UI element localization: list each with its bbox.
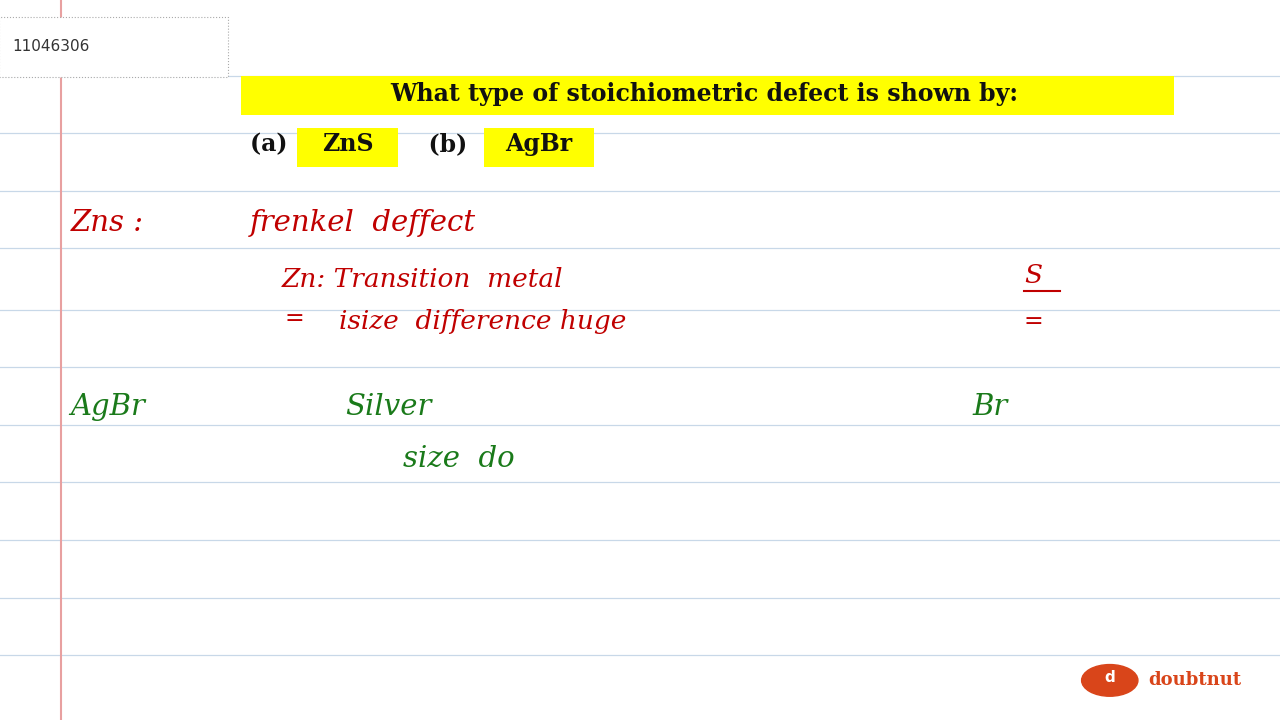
Text: AgBr: AgBr bbox=[70, 393, 145, 420]
Text: =: = bbox=[284, 307, 303, 330]
FancyBboxPatch shape bbox=[297, 128, 398, 167]
Text: Zns :: Zns : bbox=[70, 210, 143, 237]
Text: ZnS: ZnS bbox=[323, 132, 374, 156]
Text: 11046306: 11046306 bbox=[13, 39, 90, 53]
Text: doubtnut: doubtnut bbox=[1148, 671, 1242, 690]
FancyBboxPatch shape bbox=[241, 76, 1174, 115]
Text: AgBr: AgBr bbox=[506, 132, 572, 156]
Text: d: d bbox=[1105, 670, 1115, 685]
Text: Silver: Silver bbox=[346, 393, 431, 420]
Text: (b): (b) bbox=[412, 132, 476, 156]
Text: Zn: Transition  metal: Zn: Transition metal bbox=[282, 267, 563, 292]
Text: Br: Br bbox=[973, 393, 1009, 420]
Text: frenkel  deffect: frenkel deffect bbox=[250, 210, 476, 237]
Text: (a): (a) bbox=[250, 132, 296, 156]
Text: size  do: size do bbox=[403, 446, 515, 473]
Text: =: = bbox=[1024, 310, 1043, 333]
Text: What type of stoichiometric defect is shown by:: What type of stoichiometric defect is sh… bbox=[390, 81, 1018, 106]
Circle shape bbox=[1082, 665, 1138, 696]
Text: isize  difference huge: isize difference huge bbox=[339, 310, 627, 334]
FancyBboxPatch shape bbox=[484, 128, 594, 167]
Text: S: S bbox=[1024, 263, 1042, 287]
FancyBboxPatch shape bbox=[0, 17, 228, 77]
